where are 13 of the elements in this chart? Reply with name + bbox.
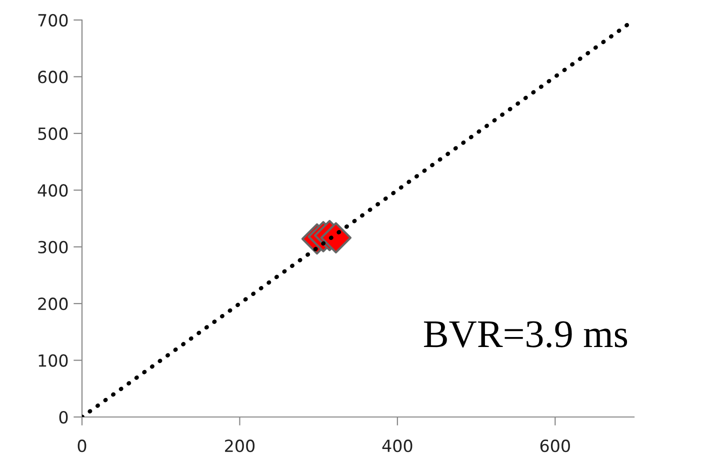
- y-tick-label: 0: [59, 410, 68, 424]
- y-tick-label: 300: [38, 240, 68, 254]
- x-tick-label: 200: [225, 440, 255, 452]
- x-tick-label: 600: [540, 440, 570, 452]
- y-tick-label: 200: [38, 298, 68, 310]
- x-tick-label: 400: [382, 440, 412, 452]
- y-tick-label: 500: [38, 127, 68, 140]
- y-tick-label: 600: [38, 70, 68, 84]
- y-tick-label: 400: [38, 184, 68, 197]
- x-tick-label: 0: [78, 440, 86, 452]
- y-tick-label: 700: [38, 14, 68, 27]
- annotation: BVR=3.9 ms: [424, 321, 628, 348]
- y-tick-label: 100: [38, 354, 68, 367]
